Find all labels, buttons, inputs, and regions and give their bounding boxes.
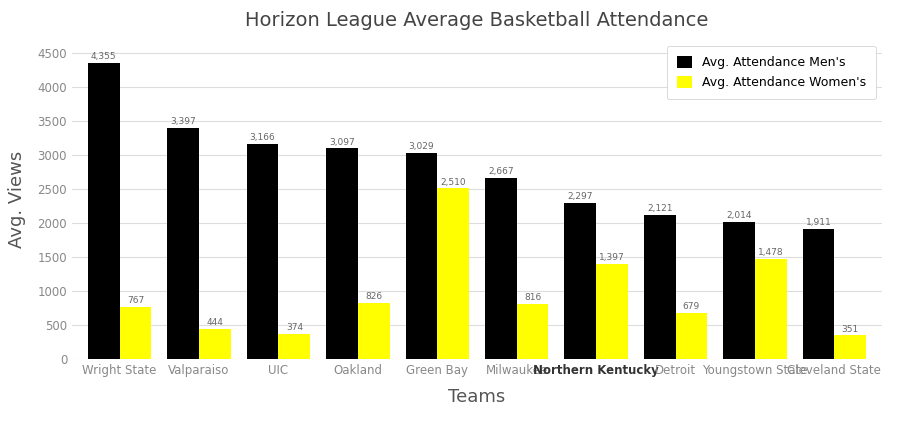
- Text: 2,297: 2,297: [568, 192, 593, 201]
- Bar: [517, 304, 548, 359]
- Text: 679: 679: [683, 302, 700, 311]
- X-axis label: Teams: Teams: [448, 388, 506, 406]
- Text: 2,510: 2,510: [440, 178, 466, 187]
- Text: 3,097: 3,097: [329, 138, 355, 147]
- Text: 351: 351: [842, 325, 859, 334]
- Text: 2,014: 2,014: [726, 212, 752, 220]
- Text: 444: 444: [206, 318, 223, 327]
- Text: 374: 374: [286, 323, 303, 332]
- Bar: [644, 215, 676, 359]
- Bar: [247, 144, 278, 359]
- Bar: [724, 222, 755, 359]
- Bar: [485, 178, 517, 359]
- Text: 3,166: 3,166: [249, 133, 275, 142]
- Text: 816: 816: [524, 293, 541, 302]
- Bar: [803, 229, 834, 359]
- Text: 1,911: 1,911: [806, 219, 832, 227]
- Text: 2,667: 2,667: [488, 167, 514, 176]
- Bar: [437, 188, 469, 359]
- Text: 1,478: 1,478: [758, 248, 784, 257]
- Text: 3,397: 3,397: [170, 117, 196, 126]
- Bar: [358, 303, 390, 359]
- Bar: [406, 153, 437, 359]
- Bar: [596, 264, 628, 359]
- Bar: [676, 313, 707, 359]
- Bar: [199, 329, 230, 359]
- Bar: [120, 307, 151, 359]
- Bar: [88, 63, 120, 359]
- Text: 3,029: 3,029: [409, 142, 434, 152]
- Y-axis label: Avg. Views: Avg. Views: [8, 151, 26, 248]
- Title: Horizon League Average Basketball Attendance: Horizon League Average Basketball Attend…: [246, 11, 708, 29]
- Text: 767: 767: [127, 296, 144, 305]
- Text: 826: 826: [365, 292, 382, 301]
- Bar: [167, 128, 199, 359]
- Bar: [278, 334, 310, 359]
- Text: 1,397: 1,397: [599, 254, 625, 262]
- Bar: [834, 335, 866, 359]
- Legend: Avg. Attendance Men's, Avg. Attendance Women's: Avg. Attendance Men's, Avg. Attendance W…: [667, 46, 876, 99]
- Bar: [564, 203, 596, 359]
- Bar: [326, 148, 358, 359]
- Bar: [755, 258, 787, 359]
- Text: 4,355: 4,355: [91, 52, 117, 61]
- Text: 2,121: 2,121: [647, 204, 672, 213]
